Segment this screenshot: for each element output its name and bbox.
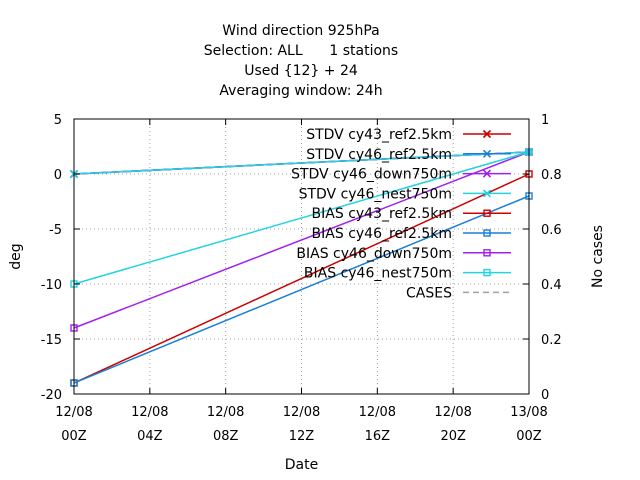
- legend-marker: [482, 149, 492, 158]
- title-line-4: Averaging window: 24h: [219, 83, 382, 99]
- legend-label: CASES: [406, 285, 452, 301]
- title-line-2: Selection: ALL 1 stations: [204, 43, 398, 59]
- tick-labels: 12/08 00Z 12/08 04Z 12/08 08Z 12/08 12Z 12/08 16Z…: [41, 113, 562, 444]
- x-tick-label-time: 04Z: [137, 429, 163, 444]
- legend-marker: [483, 268, 491, 277]
- x-tick-label-time: 20Z: [440, 429, 466, 444]
- x-tick-label-date: 12/08: [359, 405, 396, 420]
- x-tick-label-date: 12/08: [283, 405, 320, 420]
- legend-label: STDV cy46_down750m: [291, 167, 452, 183]
- legend-entry-8: CASES: [406, 285, 511, 301]
- title-line-1: Wind direction 925hPa: [222, 23, 379, 39]
- legend-marker: [483, 209, 491, 217]
- x-tick-label-date: 12/08: [131, 405, 168, 420]
- x-tick-label-time: 12Z: [289, 429, 315, 444]
- legend-label: BIAS cy46_nest750m: [304, 266, 452, 282]
- legend-entry-5: BIAS cy46_ref2.5km: [312, 226, 511, 242]
- y2-axis-label: No cases: [590, 225, 606, 288]
- legend-label: STDV cy46_nest750m: [299, 186, 452, 202]
- legend-entry-4: BIAS cy43_ref2.5km: [312, 206, 511, 222]
- title-line-3: Used {12} + 24: [244, 63, 358, 79]
- chart-title: Wind direction 925hPa Selection: ALL 1 st…: [204, 23, 398, 99]
- legend-entry-2: STDV cy46_down750m: [291, 167, 511, 183]
- x-tick-label-date: 13/08: [510, 405, 547, 420]
- y2-tick-label: 0.6: [541, 223, 562, 238]
- x-tick-label-time: 08Z: [213, 429, 239, 444]
- ticks: [73, 118, 530, 395]
- series-5: [70, 192, 533, 387]
- legend-label: STDV cy43_ref2.5km: [306, 127, 452, 143]
- legend-label: BIAS cy46_down750m: [296, 246, 452, 262]
- y-tick-label: 0: [54, 168, 62, 183]
- y-tick-label: -20: [41, 388, 62, 403]
- legend: STDV cy43_ref2.5km STDV cy46_ref2.5km STDV…: [291, 127, 511, 301]
- legend-marker: [482, 129, 492, 139]
- y2-tick-label: 0: [541, 388, 549, 403]
- y2-tick-label: 0.4: [541, 278, 562, 293]
- y-tick-label: -15: [41, 333, 62, 348]
- x-tick-label-time: 00Z: [61, 429, 87, 444]
- x-tick-label-time: 16Z: [365, 429, 391, 444]
- y2-tick-label: 0.8: [541, 168, 562, 183]
- series-line-3: [73, 151, 530, 175]
- series-line-6: [73, 151, 530, 329]
- legend-entry-3: STDV cy46_nest750m: [299, 186, 511, 202]
- legend-label: STDV cy46_ref2.5km: [306, 147, 452, 163]
- legend-entry-1: STDV cy46_ref2.5km: [306, 147, 511, 163]
- y-tick-label: 5: [54, 113, 62, 128]
- series-line-5: [73, 195, 530, 384]
- legend-entry-0: STDV cy43_ref2.5km: [306, 127, 511, 143]
- legend-marker: [483, 229, 491, 237]
- legend-entry-7: BIAS cy46_nest750m: [304, 266, 511, 282]
- legend-marker: [483, 249, 491, 257]
- y2-tick-label: 1: [541, 113, 549, 128]
- series-line-7: [73, 151, 530, 285]
- x-axis-label: Date: [285, 457, 318, 473]
- legend-marker: [482, 169, 492, 178]
- y2-tick-label: 0.2: [541, 333, 562, 348]
- y-axis-label: deg: [8, 243, 24, 269]
- legend-label: BIAS cy46_ref2.5km: [312, 226, 452, 242]
- legend-marker: [482, 189, 492, 198]
- x-tick-label-date: 12/08: [55, 405, 92, 420]
- x-tick-label-time: 00Z: [516, 429, 542, 444]
- series-line-4: [73, 173, 530, 384]
- x-tick-label-date: 12/08: [434, 405, 471, 420]
- y-tick-label: -10: [41, 278, 62, 293]
- legend-entry-6: BIAS cy46_down750m: [296, 246, 511, 262]
- x-tick-label-date: 12/08: [207, 405, 244, 420]
- y-tick-label: -5: [49, 223, 62, 238]
- legend-label: BIAS cy43_ref2.5km: [312, 206, 452, 222]
